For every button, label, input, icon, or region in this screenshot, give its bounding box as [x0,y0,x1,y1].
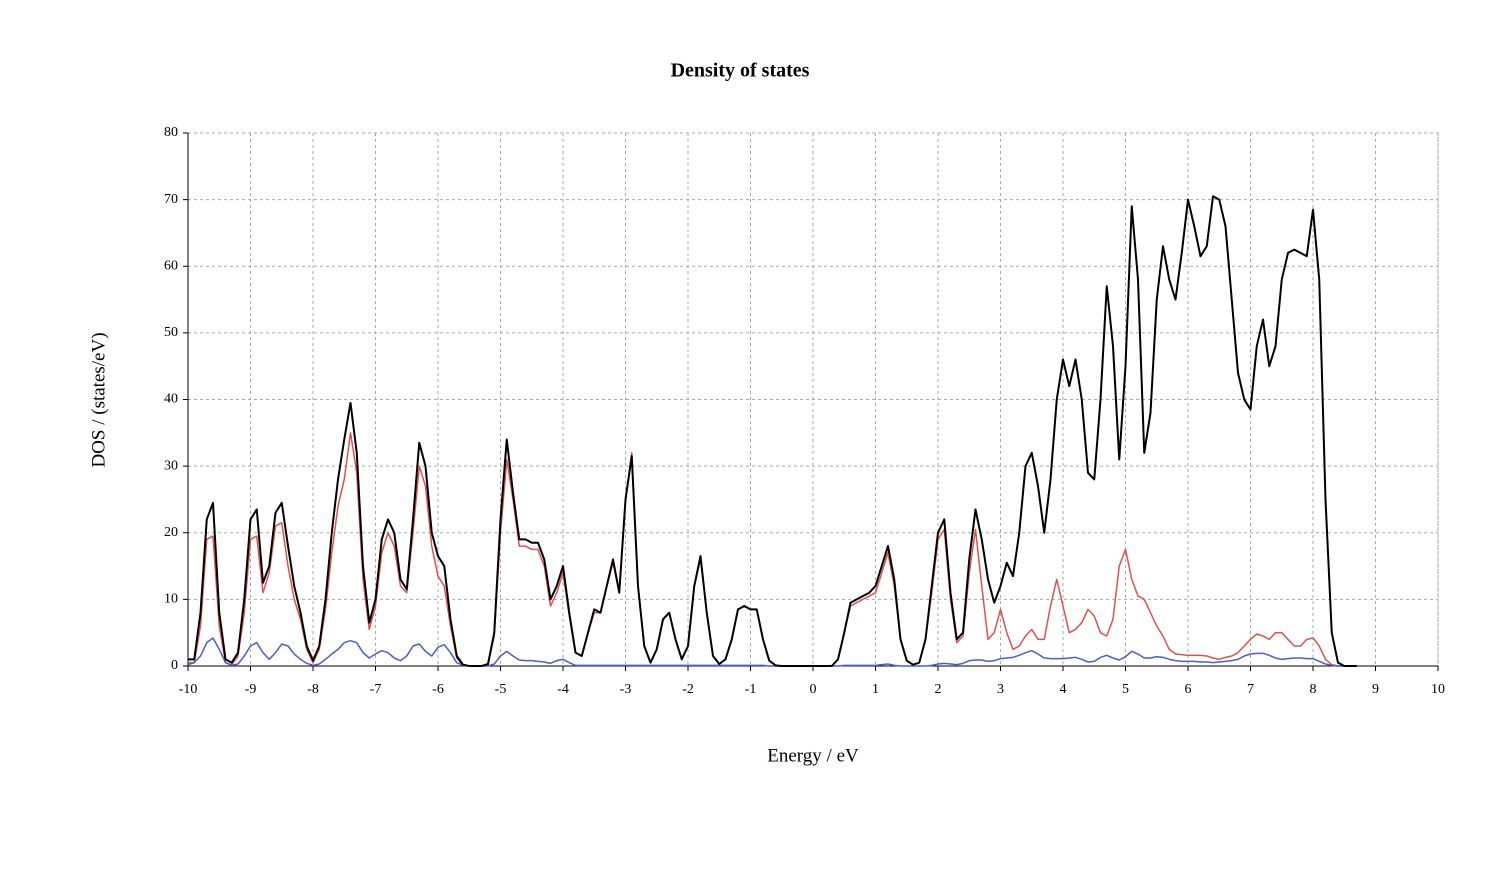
x-tick-label: -3 [620,682,632,697]
dos-line [188,195,1357,667]
x-tick-label: 2 [935,682,942,697]
x-tick-label: 10 [1431,682,1445,697]
x-axis-label: Energy / eV [767,745,859,766]
y-tick-label: 0 [171,658,178,673]
x-tick-label: 0 [810,682,817,697]
y-tick-label: 30 [164,458,178,473]
x-tick-label: -9 [245,682,257,697]
x-tick-label: 8 [1310,682,1317,697]
x-tick-label: -5 [495,682,507,697]
y-tick-label: 80 [164,125,178,140]
x-tick-label: -6 [432,682,444,697]
x-tick-label: 1 [872,682,879,697]
x-tick-label: 6 [1185,682,1192,697]
x-tick-label: -2 [682,682,694,697]
x-tick-label: 7 [1247,682,1254,697]
y-axis-label: DOS / (states/eV) [88,332,109,467]
x-tick-label: -4 [557,682,569,697]
x-tick-label: -8 [307,682,319,697]
x-tick-label: 4 [1060,682,1067,697]
x-tick-label: 9 [1372,682,1379,697]
y-tick-label: 50 [164,325,178,340]
y-tick-label: 10 [164,592,178,607]
dos-line [187,637,1357,667]
x-tick-label: -1 [745,682,757,697]
x-tick-label: 3 [997,682,1004,697]
x-tick-label: 5 [1122,682,1129,697]
y-tick-label: 40 [164,392,178,407]
y-tick-label: 20 [164,525,178,540]
y-tick-label: 60 [164,258,178,273]
chart-title: Density of states [671,60,810,82]
x-tick-label: -10 [179,682,198,697]
x-tick-label: -7 [370,682,382,697]
dos-line [188,432,1357,667]
y-tick-label: 70 [164,192,178,207]
